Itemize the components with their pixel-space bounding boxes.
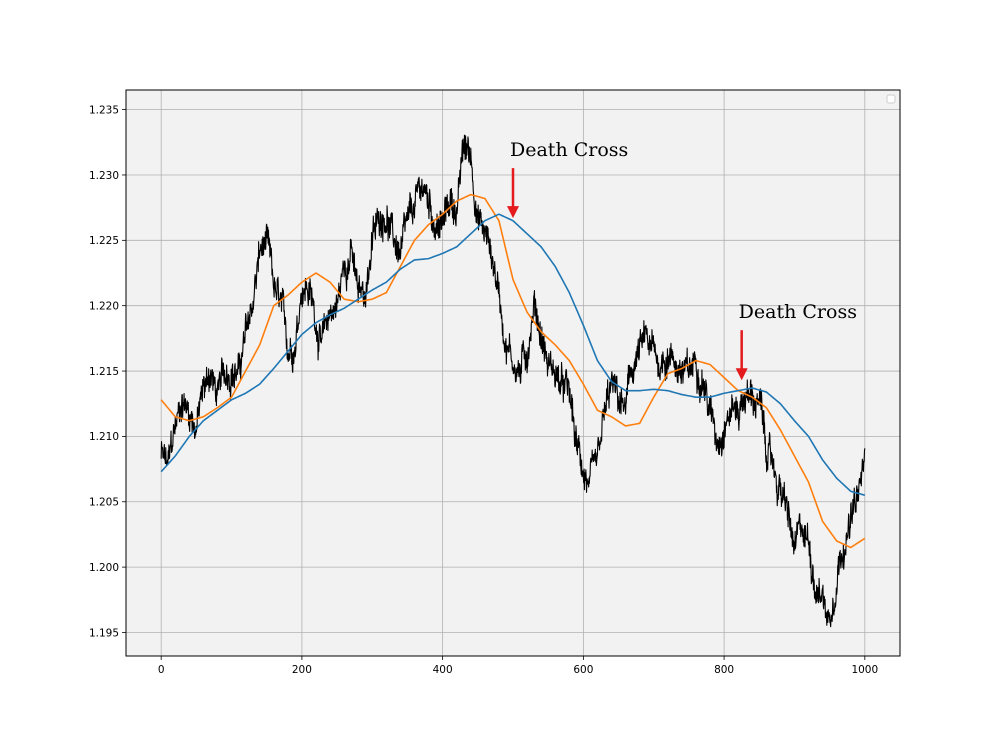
- x-tick-label: 0: [158, 664, 165, 676]
- legend-box: [886, 94, 896, 104]
- annotation-group: Death Cross Death Cross: [507, 139, 857, 381]
- series-group: [160, 134, 866, 628]
- y-tick-label: 1.235: [89, 104, 119, 116]
- short-ma-series-line: [160, 193, 866, 549]
- annotation-arrow-head: [507, 206, 519, 219]
- y-tick-label: 1.200: [89, 562, 119, 574]
- annotation-arrow-head: [735, 368, 748, 381]
- tick-group: 0 200 400 600 800 1000 1.195 1.200 1.205 1.210 1.2…: [89, 104, 878, 676]
- y-tick-label: 1.220: [89, 300, 119, 312]
- x-tick-label: 600: [573, 664, 593, 676]
- x-tick-label: 200: [292, 664, 312, 676]
- y-tick-label: 1.225: [89, 235, 119, 247]
- plot-frame: [125, 89, 901, 657]
- x-tick-label: 800: [714, 664, 734, 676]
- y-tick-label: 1.210: [89, 431, 119, 443]
- x-tick-label: 400: [433, 664, 453, 676]
- x-tick-label: 1000: [851, 664, 878, 676]
- long-ma-series-line: [160, 213, 866, 496]
- annotation-label: Death Cross: [739, 301, 857, 323]
- y-tick-label: 1.215: [89, 366, 119, 378]
- y-tick-label: 1.205: [89, 497, 119, 509]
- price-series-line: [160, 134, 866, 628]
- y-tick-label: 1.230: [89, 170, 119, 182]
- annotation-label: Death Cross: [510, 139, 628, 161]
- y-tick-label: 1.195: [89, 627, 119, 639]
